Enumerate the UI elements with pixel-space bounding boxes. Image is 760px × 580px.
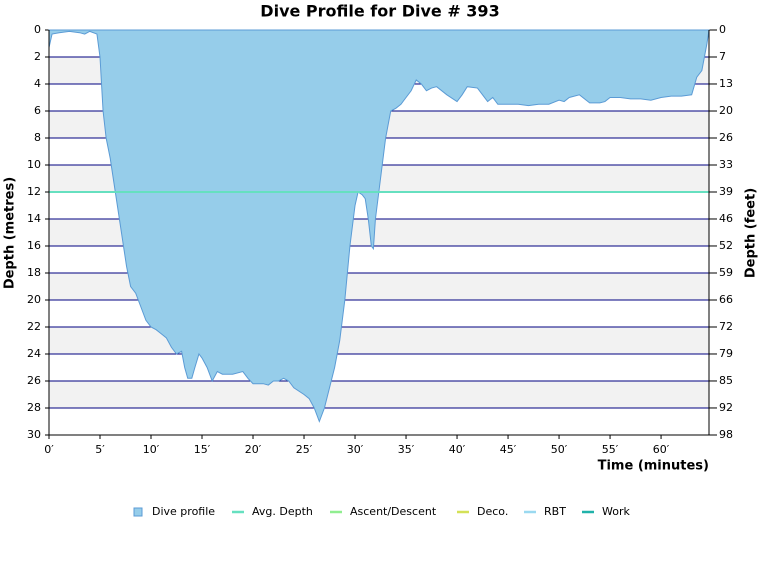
x-tick-label: 45′ — [500, 443, 517, 456]
grid-band — [49, 327, 709, 354]
y2-tick-label: 92 — [719, 401, 733, 414]
y-axis-title: Depth (metres) — [3, 177, 18, 289]
y-tick-label: 2 — [34, 50, 41, 63]
x-axis-title: Time (minutes) — [598, 459, 709, 474]
x-tick-label: 0′ — [44, 443, 54, 456]
x-tick-label: 60′ — [653, 443, 670, 456]
chart-title: Dive Profile for Dive # 393 — [260, 2, 499, 21]
x-tick-label: 30′ — [347, 443, 364, 456]
y-tick-label: 4 — [34, 77, 41, 90]
y2-tick-label: 20 — [719, 104, 733, 117]
x-tick-label: 55′ — [602, 443, 619, 456]
x-tick-label: 15′ — [194, 443, 211, 456]
x-tick-label: 5′ — [95, 443, 105, 456]
y2-tick-label: 26 — [719, 131, 733, 144]
x-tick-label: 40′ — [449, 443, 466, 456]
x-tick-label: 35′ — [398, 443, 415, 456]
grid-band — [49, 381, 709, 408]
y-tick-label: 28 — [27, 401, 41, 414]
y-tick-label: 10 — [27, 158, 41, 171]
y-tick-label: 0 — [34, 23, 41, 36]
y-tick-label: 16 — [27, 239, 41, 252]
legend-label: Work — [602, 505, 630, 518]
y2-tick-label: 39 — [719, 185, 733, 198]
y2-tick-label: 79 — [719, 347, 733, 360]
x-tick-label: 20′ — [245, 443, 262, 456]
legend-label: Deco. — [477, 505, 508, 518]
y-tick-label: 24 — [27, 347, 41, 360]
x-tick-label: 25′ — [296, 443, 313, 456]
legend-label: Avg. Depth — [252, 505, 313, 518]
y2-tick-label: 0 — [719, 23, 726, 36]
y2-tick-label: 59 — [719, 266, 733, 279]
y2-tick-label: 72 — [719, 320, 733, 333]
y-tick-label: 14 — [27, 212, 41, 225]
area — [48, 29, 710, 423]
y-tick-label: 18 — [27, 266, 41, 279]
x-tick-label: 10′ — [143, 443, 160, 456]
y-tick-label: 8 — [34, 131, 41, 144]
legend-swatch — [133, 507, 143, 517]
y2-tick-label: 66 — [719, 293, 733, 306]
y-tick-label: 20 — [27, 293, 41, 306]
y2-tick-label: 13 — [719, 77, 733, 90]
y-tick-label: 30 — [27, 428, 41, 441]
legend-label: RBT — [544, 505, 566, 518]
y-tick-label: 22 — [27, 320, 41, 333]
y-tick-label: 26 — [27, 374, 41, 387]
y2-tick-label: 7 — [719, 50, 726, 63]
y-tick-label: 6 — [34, 104, 41, 117]
y2-tick-label: 46 — [719, 212, 733, 225]
y2-tick-label: 52 — [719, 239, 733, 252]
y2-tick-label: 33 — [719, 158, 733, 171]
y-tick-label: 12 — [27, 185, 41, 198]
y2-tick-label: 85 — [719, 374, 733, 387]
x-tick-label: 50′ — [551, 443, 568, 456]
y2-tick-label: 98 — [719, 428, 733, 441]
legend-label: Ascent/Descent — [350, 505, 437, 518]
y2-axis-title: Depth (feet) — [744, 188, 759, 278]
legend-label: Dive profile — [152, 505, 215, 518]
